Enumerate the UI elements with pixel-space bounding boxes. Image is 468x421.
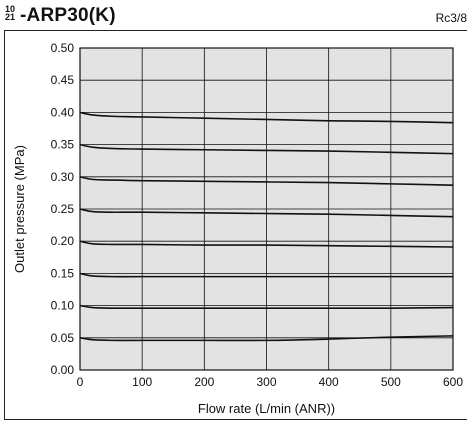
series-line-7 <box>79 304 454 310</box>
y-tick-label: 0.35 <box>51 138 75 152</box>
chart-frame <box>4 30 467 420</box>
series-line-8 <box>79 335 454 342</box>
y-tick-label: 0.50 <box>51 41 75 55</box>
x-tick-label: 400 <box>319 375 339 389</box>
port-size-label: Rc3/8 <box>435 11 467 25</box>
y-tick-label: 0.40 <box>51 105 75 119</box>
y-tick-label: 0.00 <box>51 363 75 377</box>
series-line-3 <box>79 176 454 186</box>
series-line-2 <box>79 143 454 155</box>
title-dash: - <box>20 5 27 26</box>
x-tick-label: 200 <box>194 375 214 389</box>
series-line-1 <box>79 111 454 124</box>
x-axis-label: Flow rate (L/min (ANR)) <box>198 401 335 416</box>
y-axis-label: Outlet pressure (MPa) <box>12 145 27 273</box>
y-tick-label: 0.15 <box>51 266 75 280</box>
title-model: ARP30(K) <box>26 5 116 26</box>
x-tick-label: 100 <box>132 375 152 389</box>
x-tick-label: 600 <box>443 375 463 389</box>
y-tick-label: 0.10 <box>51 299 75 313</box>
y-tick-label: 0.20 <box>51 234 75 248</box>
series-line-5 <box>79 240 454 248</box>
x-tick-label: 500 <box>381 375 401 389</box>
series-line-6 <box>79 272 453 278</box>
y-tick-label: 0.45 <box>51 73 75 87</box>
y-tick-label: 0.25 <box>51 202 75 216</box>
title-superscript: 10 <box>5 4 16 14</box>
x-tick-label: 0 <box>77 375 84 389</box>
x-tick-label: 300 <box>256 375 276 389</box>
title-subscript: 21 <box>5 12 16 22</box>
series-line-4 <box>79 208 454 218</box>
y-tick-label: 0.05 <box>51 331 75 345</box>
y-tick-label: 0.30 <box>51 170 75 184</box>
title-index-fraction: 10 21 <box>5 4 16 22</box>
model-name: -ARP30(K) <box>20 5 116 27</box>
